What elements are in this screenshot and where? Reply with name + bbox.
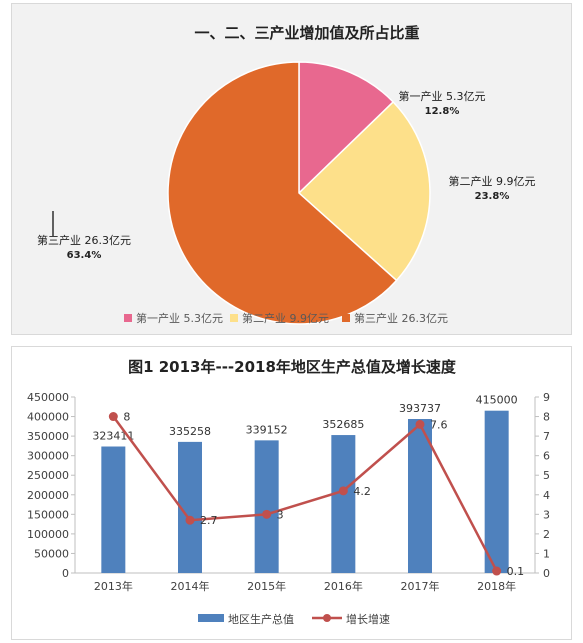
pie-slice-label: 第三产业 26.3亿元 <box>37 233 131 247</box>
left-tick-label: 350000 <box>27 430 69 443</box>
growth-data-label: 0.1 <box>507 565 524 578</box>
bar-data-label: 335258 <box>169 425 211 438</box>
bar <box>408 419 432 573</box>
pie-legend-swatch <box>342 314 350 322</box>
left-tick-label: 200000 <box>27 489 69 502</box>
left-tick-label: 450000 <box>27 391 69 404</box>
left-tick-label: 400000 <box>27 411 69 424</box>
pie-slice-label: 第二产业 9.9亿元 <box>449 174 536 188</box>
pie-slice-percent: 63.4% <box>67 250 102 261</box>
x-tick-label: 2014年 <box>171 579 210 593</box>
pie-legend-swatch <box>124 314 132 322</box>
right-tick-label: 0 <box>543 567 550 580</box>
right-tick-label: 7 <box>543 430 550 443</box>
x-tick-label: 2015年 <box>247 579 286 593</box>
bar-data-label: 393737 <box>399 402 441 415</box>
growth-point <box>415 419 425 429</box>
left-tick-label: 150000 <box>27 508 69 521</box>
pie-legend-label: 第三产业 26.3亿元 <box>354 311 448 325</box>
right-tick-label: 9 <box>543 391 550 404</box>
growth-point <box>492 566 502 576</box>
x-tick-label: 2017年 <box>401 579 440 593</box>
pie-slice-label: 第一产业 5.3亿元 <box>399 89 486 103</box>
bar-chart-title: 图1 2013年---2018年地区生产总值及增长速度 <box>128 358 457 376</box>
pie-chart-panel: 一、二、三产业增加值及所占比重 第一产业 5.3亿元 12.8% 第二产业 9.9亿… <box>11 3 572 335</box>
bar <box>101 446 126 573</box>
right-tick-label: 4 <box>543 489 550 502</box>
pie-legend-label: 第一产业 5.3亿元 <box>136 311 223 325</box>
bar-line-chart: 图1 2013年---2018年地区生产总值及增长速度 0 50000 100000… <box>27 358 550 626</box>
right-tick-label: 6 <box>543 450 550 463</box>
left-tick-label: 300000 <box>27 450 69 463</box>
x-tick-label: 2018年 <box>477 579 516 593</box>
growth-line <box>112 415 498 572</box>
right-tick-label: 2 <box>543 528 550 541</box>
pie-slice-percent: 23.8% <box>475 191 510 202</box>
left-tick-label: 250000 <box>27 469 69 482</box>
growth-point <box>185 515 195 525</box>
pie-slice-2 <box>297 100 431 282</box>
left-tick-label: 50000 <box>34 547 69 560</box>
growth-point <box>108 412 118 422</box>
left-tick-label: 100000 <box>27 528 69 541</box>
bar-data-label: 415000 <box>476 394 518 407</box>
growth-data-label: 8 <box>123 411 130 424</box>
pie-legend-swatch <box>230 314 238 322</box>
x-tick-label: 2016年 <box>324 579 363 593</box>
bar-line-chart-panel: 图1 2013年---2018年地区生产总值及增长速度 0 50000 100000… <box>11 346 572 640</box>
legend-line-marker <box>323 614 331 622</box>
bar <box>254 440 279 573</box>
growth-point <box>338 486 348 496</box>
growth-data-label: 7.6 <box>430 418 448 431</box>
pie-slice-1 <box>298 61 395 195</box>
growth-data-label: 3 <box>277 508 284 521</box>
right-tick-label: 3 <box>543 508 550 521</box>
pie-slice-3 <box>167 61 398 325</box>
pie-chart: 一、二、三产业增加值及所占比重 第一产业 5.3亿元 12.8% 第二产业 9.9亿… <box>37 24 536 325</box>
pie-chart-title: 一、二、三产业增加值及所占比重 <box>194 24 419 42</box>
growth-data-label: 4.2 <box>353 485 371 498</box>
bar <box>331 435 356 573</box>
right-tick-label: 8 <box>543 411 550 424</box>
x-tick-label: 2013年 <box>94 579 133 593</box>
bar-data-label: 339152 <box>246 423 288 436</box>
growth-data-label: 2.7 <box>200 514 218 527</box>
pie-slice-percent: 12.8% <box>425 106 460 117</box>
bar <box>484 410 509 573</box>
right-tick-label: 1 <box>543 547 550 560</box>
bar-data-label: 352685 <box>322 418 364 431</box>
legend-bar-swatch <box>198 614 224 622</box>
legend-line-label: 增长增速 <box>346 612 390 626</box>
left-tick-label: 0 <box>62 567 69 580</box>
pie-legend-label: 第二产业 9.9亿元 <box>242 311 329 325</box>
growth-point <box>262 509 272 519</box>
legend-bar-label: 地区生产总值 <box>228 612 294 626</box>
right-tick-label: 5 <box>543 469 550 482</box>
